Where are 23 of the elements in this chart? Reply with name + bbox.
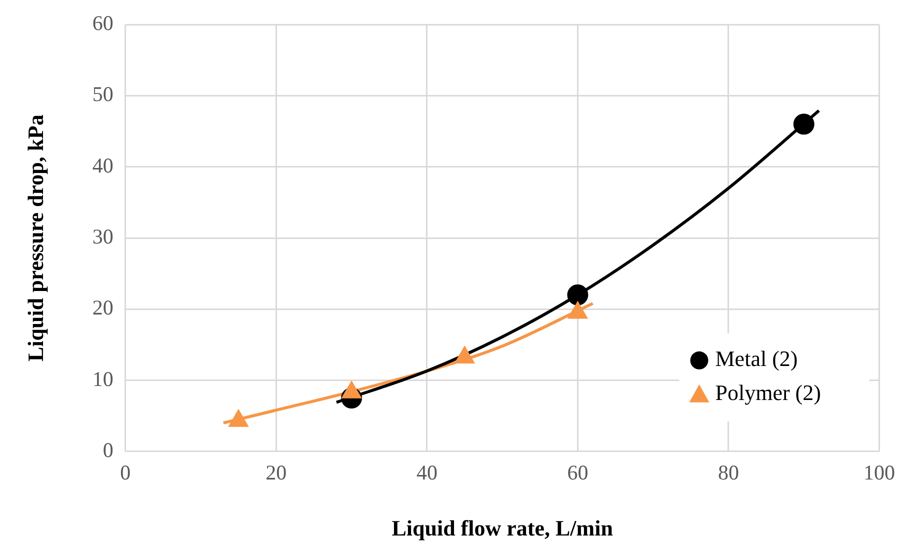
point	[342, 380, 362, 398]
x-tick-label: 80	[718, 460, 739, 485]
y-tick-label: 50	[92, 82, 114, 106]
x-tick-label: 0	[120, 460, 131, 485]
y-tick-label: 30	[92, 224, 114, 249]
y-tick-label: 60	[92, 11, 114, 36]
x-tick-label: 20	[266, 460, 287, 485]
point	[793, 114, 814, 135]
line-series	[222, 302, 594, 424]
point	[568, 301, 588, 319]
point	[228, 409, 249, 427]
legend-label: Metal (2)	[715, 346, 798, 372]
y-tick-label: 20	[92, 296, 114, 320]
y-tick-label: 40	[92, 153, 114, 178]
y-tick-label: 10	[92, 366, 114, 391]
x-tick-label: 100	[864, 460, 895, 485]
x-axis-title: Liquid flow rate, L/min	[392, 515, 613, 540]
point	[454, 346, 475, 364]
y-tick-label: 0	[102, 438, 114, 462]
x-tick-label: 60	[567, 460, 588, 485]
x-tick-label: 40	[416, 460, 438, 485]
y-axis-title: Liquid pressure drop, kPa	[22, 114, 48, 362]
legend-label: Polymer (2)	[715, 380, 821, 406]
